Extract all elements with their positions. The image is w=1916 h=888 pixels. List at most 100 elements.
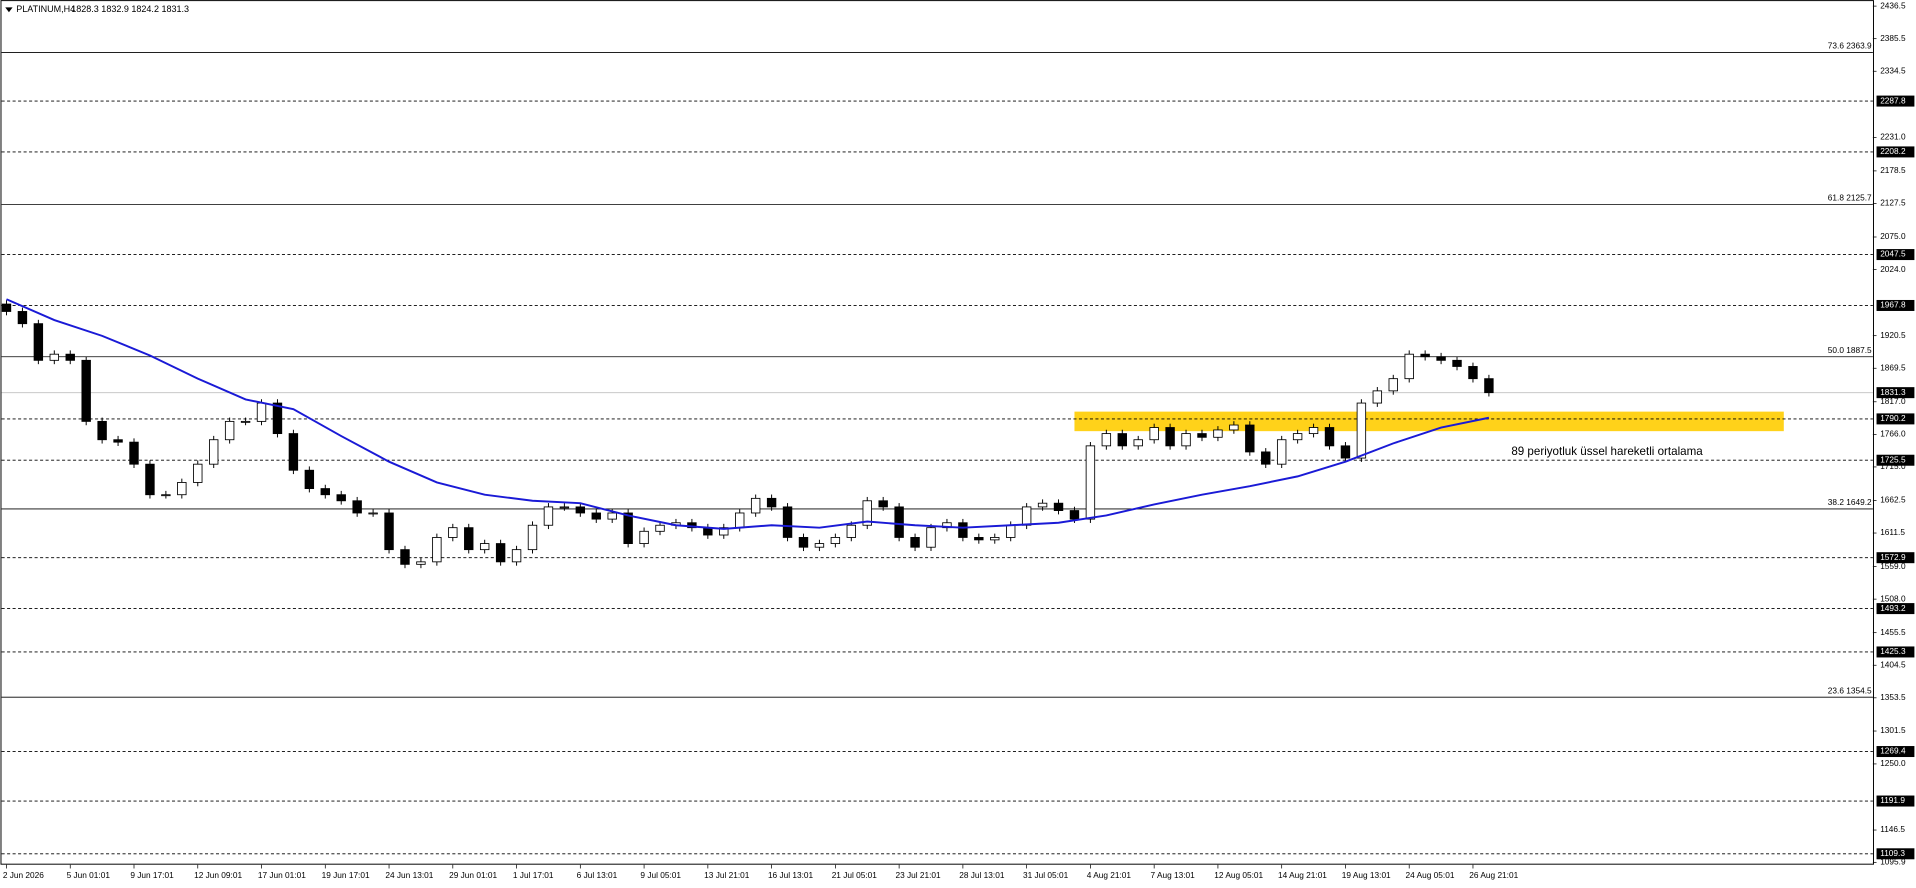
- x-tick-label: 17 Jun 01:01: [258, 870, 306, 880]
- x-tick-label: 21 Jul 05:01: [832, 870, 878, 880]
- y-tick-label: 1404.5: [1880, 659, 1906, 669]
- y-tick-label: 2436.5: [1880, 0, 1906, 10]
- candle-body: [1, 303, 12, 312]
- candle-body: [798, 537, 809, 548]
- candle-body: [1292, 433, 1303, 441]
- candle-body: [1037, 502, 1048, 508]
- fib-label: 23.6 1354.5: [1828, 685, 1872, 695]
- candle-body: [1245, 424, 1255, 453]
- y-tick-label: 2075.0: [1880, 231, 1906, 241]
- candle-body: [1388, 378, 1398, 392]
- y-tick-label: 1301.5: [1880, 725, 1906, 735]
- candle-body: [304, 469, 315, 490]
- x-tick-label: 13 Jul 21:01: [704, 870, 750, 880]
- candle-body: [735, 512, 745, 529]
- x-tick-label: 5 Jun 01:01: [67, 870, 111, 880]
- candle-body: [193, 463, 203, 483]
- y-tick-label: 2127.5: [1880, 198, 1906, 208]
- candle-body: [81, 359, 91, 422]
- x-tick-label: 12 Jun 09:01: [194, 870, 242, 880]
- last-price-box: [1876, 387, 1915, 399]
- fib-label: 61.8 2125.7: [1828, 193, 1872, 203]
- level-box: [1876, 795, 1915, 807]
- candle-body: [17, 311, 28, 325]
- x-tick-label: 31 Jul 05:01: [1023, 870, 1069, 880]
- candle-body: [1276, 439, 1287, 465]
- candle-body: [830, 537, 841, 545]
- level-label: 2047.5: [1880, 249, 1906, 259]
- candle-body: [400, 549, 410, 565]
- candle-body: [511, 549, 522, 563]
- x-tick-label: 12 Aug 05:01: [1214, 870, 1263, 880]
- x-tick-label: 14 Aug 21:01: [1278, 870, 1327, 880]
- candle-body: [814, 543, 825, 548]
- level-box: [1876, 95, 1915, 107]
- candle-body: [846, 524, 857, 538]
- y-tick-label: 2385.5: [1880, 33, 1906, 43]
- menu-triangle[interactable]: [5, 7, 13, 13]
- candle-body: [974, 537, 984, 541]
- candles-layer: [1, 298, 1494, 569]
- last-price-label: 1831.3: [1880, 387, 1906, 397]
- candle-body: [1356, 402, 1367, 459]
- candle-body: [33, 323, 44, 361]
- candle-body: [1165, 427, 1175, 447]
- candle-body: [894, 506, 904, 538]
- candle-body: [448, 527, 458, 538]
- candle-body: [782, 506, 793, 538]
- zone: [1074, 411, 1784, 432]
- level-box: [1876, 603, 1915, 615]
- candle-body: [129, 441, 139, 465]
- candle-body: [1133, 439, 1143, 447]
- level-box: [1876, 146, 1915, 158]
- y-tick-label: 2334.5: [1880, 65, 1906, 75]
- candle-body: [1117, 433, 1127, 447]
- candle-body: [352, 500, 362, 514]
- candle-body: [1021, 506, 1032, 526]
- fib-label: 73.6 2363.9: [1828, 41, 1872, 51]
- y-tick-label: 1508.0: [1880, 593, 1906, 603]
- level-label: 1425.3: [1880, 646, 1906, 656]
- level-box: [1876, 552, 1915, 564]
- y-tick-label: 1250.0: [1880, 758, 1906, 768]
- x-tick-label: 19 Aug 13:01: [1342, 870, 1391, 880]
- candle-body: [607, 512, 617, 520]
- candle-body: [416, 561, 426, 565]
- candle-body: [464, 527, 474, 551]
- candle-body: [1101, 433, 1112, 447]
- x-tick-label: 9 Jul 05:01: [640, 870, 681, 880]
- candle-body: [432, 537, 442, 563]
- candle-body: [1213, 429, 1223, 438]
- level-label: 1269.4: [1880, 746, 1906, 756]
- candle-body: [177, 482, 187, 496]
- candle-body: [543, 506, 554, 526]
- candle-body: [655, 524, 665, 532]
- candle-body: [1404, 353, 1414, 380]
- candle-body: [1468, 366, 1478, 380]
- x-tick-label: 6 Jul 13:01: [577, 870, 618, 880]
- y-tick-label: 1455.5: [1880, 627, 1906, 637]
- candle-body: [368, 512, 378, 515]
- candle-body: [49, 353, 60, 361]
- x-tick-label: 19 Jun 17:01: [322, 870, 370, 880]
- candle-body: [1372, 390, 1383, 404]
- candle-body: [495, 543, 506, 563]
- candle-body: [1053, 502, 1064, 511]
- candle-body: [479, 543, 490, 551]
- candle-body: [1261, 451, 1271, 465]
- candle-body: [336, 494, 346, 502]
- x-tick-label: 9 Jun 17:01: [130, 870, 174, 880]
- x-tick-label: 24 Jun 13:01: [385, 870, 433, 880]
- x-tick-label: 2 Jun 2026: [3, 870, 44, 880]
- candle-body: [1324, 427, 1335, 447]
- candle-body: [750, 497, 761, 514]
- level-label: 1191.9: [1880, 795, 1905, 805]
- y-tick-label: 1095.9: [1880, 857, 1906, 867]
- y-tick-label: 2024.0: [1880, 264, 1906, 274]
- candle-body: [256, 402, 267, 422]
- level-label: 1967.8: [1880, 300, 1906, 310]
- level-label: 1790.2: [1880, 413, 1906, 423]
- level-label: 1109.3: [1880, 848, 1905, 858]
- x-tick-label: 7 Aug 13:01: [1151, 870, 1196, 880]
